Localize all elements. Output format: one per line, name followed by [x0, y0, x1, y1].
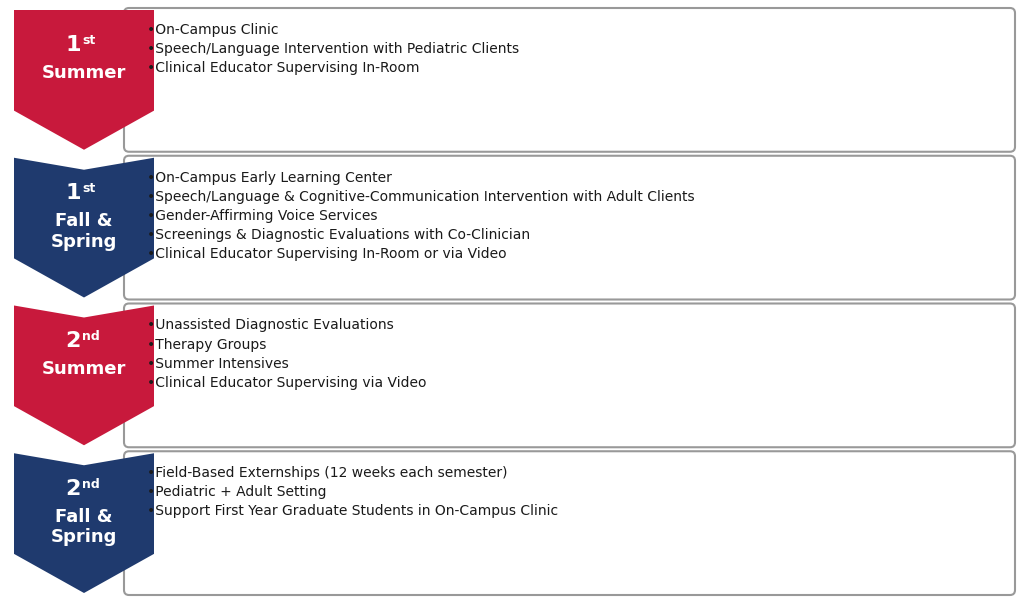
- Text: •Field-Based Externships (12 weeks each semester): •Field-Based Externships (12 weeks each …: [147, 466, 508, 480]
- Text: •Unassisted Diagnostic Evaluations: •Unassisted Diagnostic Evaluations: [147, 318, 394, 332]
- Text: •Speech/Language Intervention with Pediatric Clients: •Speech/Language Intervention with Pedia…: [147, 42, 519, 56]
- Text: st: st: [82, 34, 95, 47]
- Polygon shape: [14, 453, 154, 593]
- Text: •Support First Year Graduate Students in On-Campus Clinic: •Support First Year Graduate Students in…: [147, 504, 558, 518]
- Text: 1: 1: [66, 183, 81, 203]
- Text: st: st: [82, 182, 95, 195]
- Text: •On-Campus Clinic: •On-Campus Clinic: [147, 23, 279, 37]
- Text: Fall &
Spring: Fall & Spring: [51, 212, 117, 251]
- Text: nd: nd: [82, 330, 99, 343]
- Text: nd: nd: [82, 478, 99, 491]
- Text: •Summer Intensives: •Summer Intensives: [147, 356, 289, 370]
- Text: Summer: Summer: [42, 360, 126, 378]
- Text: •Therapy Groups: •Therapy Groups: [147, 338, 266, 352]
- Polygon shape: [14, 306, 154, 445]
- Text: 1: 1: [66, 36, 81, 55]
- Text: •Screenings & Diagnostic Evaluations with Co-Clinician: •Screenings & Diagnostic Evaluations wit…: [147, 228, 530, 242]
- FancyBboxPatch shape: [124, 451, 1015, 595]
- Text: •Clinical Educator Supervising via Video: •Clinical Educator Supervising via Video: [147, 376, 427, 390]
- FancyBboxPatch shape: [124, 156, 1015, 300]
- Text: •Clinical Educator Supervising In-Room: •Clinical Educator Supervising In-Room: [147, 61, 420, 75]
- FancyBboxPatch shape: [124, 303, 1015, 447]
- Polygon shape: [14, 10, 154, 150]
- Polygon shape: [14, 158, 154, 297]
- FancyBboxPatch shape: [124, 8, 1015, 152]
- Text: •Gender-Affirming Voice Services: •Gender-Affirming Voice Services: [147, 209, 378, 223]
- Text: Summer: Summer: [42, 65, 126, 83]
- Text: •On-Campus Early Learning Center: •On-Campus Early Learning Center: [147, 171, 392, 185]
- Text: Fall &
Spring: Fall & Spring: [51, 508, 117, 546]
- Text: 2: 2: [66, 479, 81, 499]
- Text: 2: 2: [66, 331, 81, 351]
- Text: •Pediatric + Adult Setting: •Pediatric + Adult Setting: [147, 485, 327, 499]
- Text: •Clinical Educator Supervising In-Room or via Video: •Clinical Educator Supervising In-Room o…: [147, 247, 507, 260]
- Text: •Speech/Language & Cognitive-Communication Intervention with Adult Clients: •Speech/Language & Cognitive-Communicati…: [147, 190, 694, 204]
